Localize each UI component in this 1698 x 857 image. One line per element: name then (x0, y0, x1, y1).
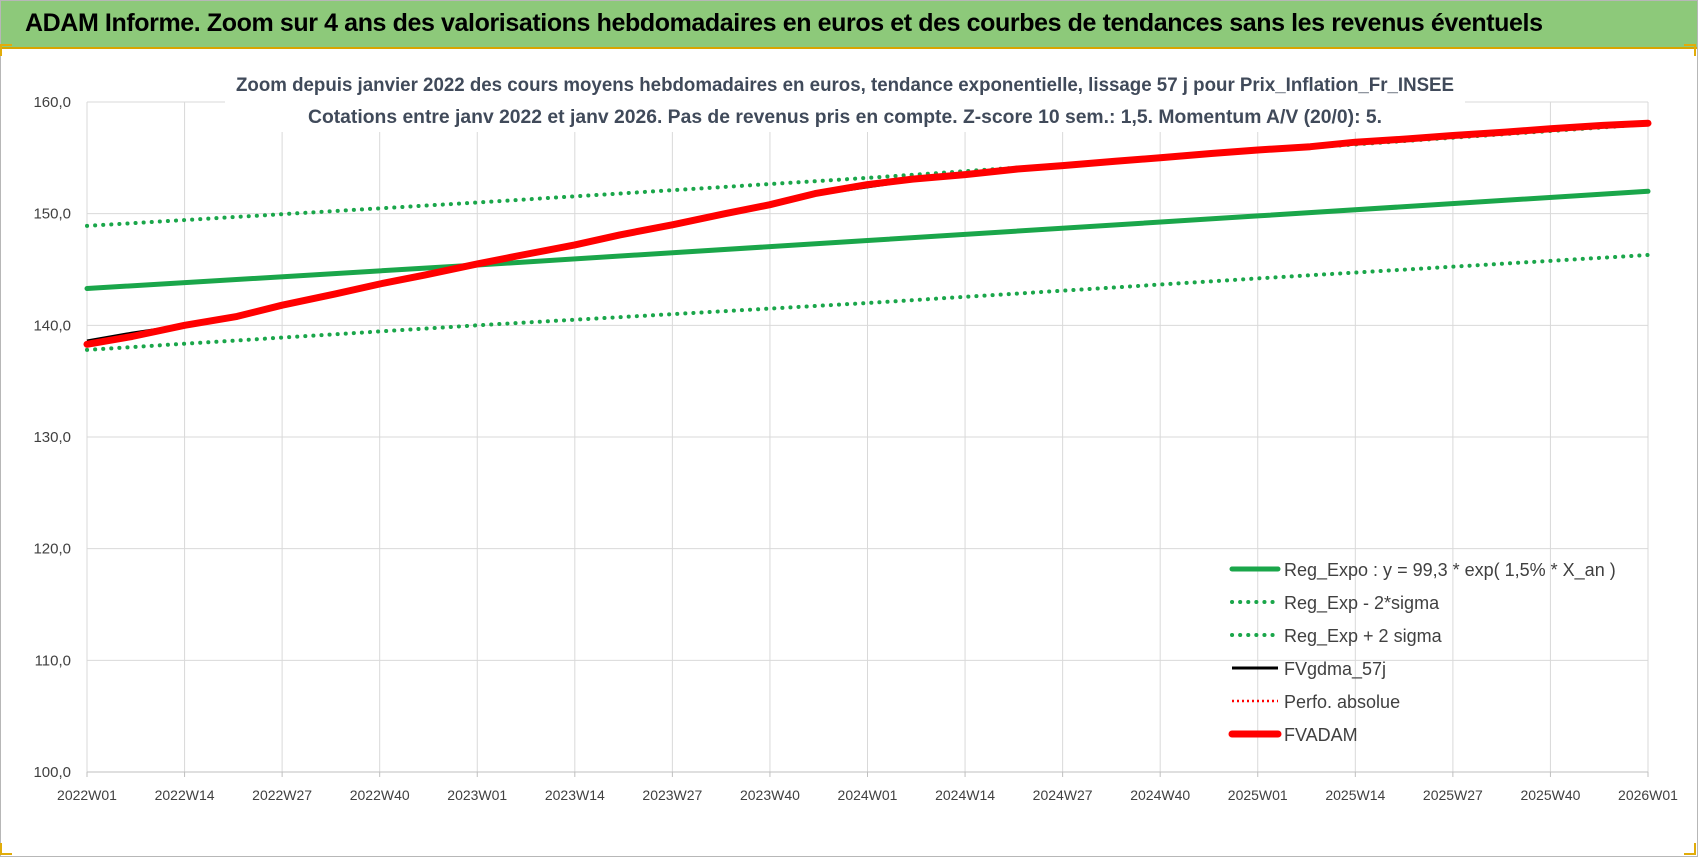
banner-title: ADAM Informe. Zoom sur 4 ans des valoris… (25, 9, 1543, 37)
y-tick-label: 110,0 (35, 652, 71, 669)
legend-label: Reg_Expo : y = 99,3 * exp( 1,5% * X_an ) (1284, 560, 1616, 581)
legend-label: Reg_Exp + 2 sigma (1284, 626, 1443, 647)
grid (86, 101, 1649, 773)
x-tick-label: 2023W27 (642, 787, 702, 803)
x-tick-label: 2023W14 (545, 787, 605, 803)
x-tick-label: 2024W40 (1130, 787, 1190, 803)
y-tick-label: 130,0 (33, 429, 71, 446)
legend-label: FVgdma_57j (1284, 659, 1386, 680)
y-tick-label: 150,0 (33, 206, 71, 223)
x-tick-label: 2024W01 (838, 787, 898, 803)
header-banner: ADAM Informe. Zoom sur 4 ans des valoris… (1, 1, 1697, 49)
series (83, 119, 1652, 352)
y-tick-label: 140,0 (33, 317, 71, 334)
x-tick-label: 2022W01 (57, 787, 117, 803)
x-tick-label: 2023W40 (740, 787, 800, 803)
y-tick-label: 120,0 (33, 541, 71, 558)
legend-label: FVADAM (1284, 725, 1358, 745)
legend-label: Reg_Exp - 2*sigma (1284, 593, 1440, 614)
x-tick-label: 2026W01 (1618, 787, 1678, 803)
x-tick-label: 2022W40 (350, 787, 410, 803)
x-tick-label: 2024W14 (935, 787, 995, 803)
legend: Reg_Expo : y = 99,3 * exp( 1,5% * X_an )… (1228, 560, 1616, 745)
series-line-0 (84, 188, 1651, 291)
x-tick-label: 2022W27 (252, 787, 312, 803)
chart-subtitle: Cotations entre janv 2022 et janv 2026. … (308, 107, 1382, 128)
chart-title: Zoom depuis janvier 2022 des cours moyen… (236, 75, 1454, 96)
corner-mark (1684, 44, 1696, 56)
x-tick-label: 2025W40 (1520, 787, 1580, 803)
chart-titles: Zoom depuis janvier 2022 des cours moyen… (225, 64, 1465, 132)
corner-mark (0, 44, 12, 56)
x-tick-label: 2023W01 (447, 787, 507, 803)
axes: 2022W01 2022W14 2022W27 2022W40 2023W01 2023W… (33, 94, 1678, 803)
corner-mark (0, 843, 12, 855)
x-tick-label: 2024W27 (1033, 787, 1093, 803)
legend-label: Perfo. absolue (1284, 692, 1400, 712)
x-tick-label: 2025W27 (1423, 787, 1483, 803)
corner-mark (1684, 843, 1696, 855)
series-line-5 (83, 119, 1652, 348)
x-tick-label: 2025W14 (1325, 787, 1385, 803)
y-tick-label: 100,0 (33, 764, 71, 781)
x-tick-label: 2022W14 (155, 787, 215, 803)
y-tick-label: 160,0 (33, 94, 71, 111)
series-line-1 (85, 253, 1650, 352)
x-tick-label: 2025W01 (1228, 787, 1288, 803)
